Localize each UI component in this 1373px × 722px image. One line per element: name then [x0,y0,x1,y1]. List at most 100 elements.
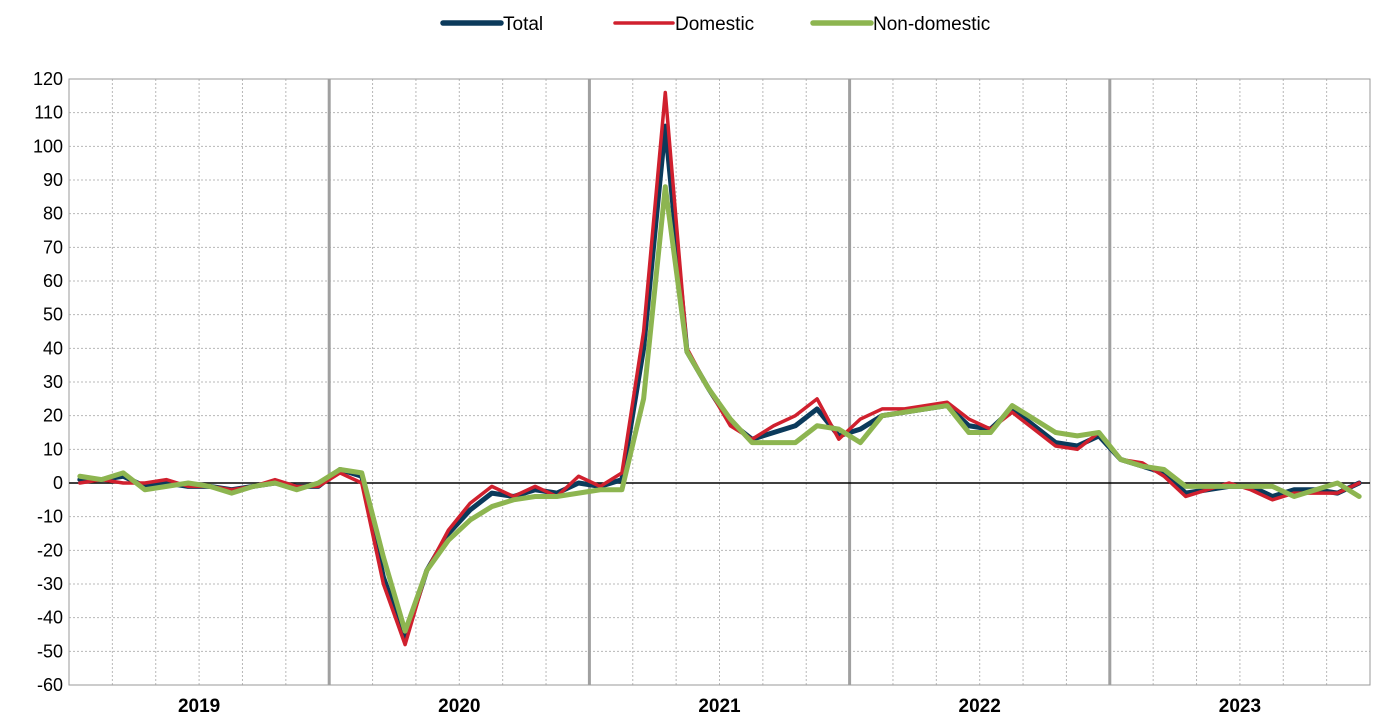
year-gridlines [327,79,1112,685]
data-point [1076,435,1078,437]
data-point [1206,485,1208,487]
x-tick-label: 2020 [438,696,480,717]
data-point [664,91,666,93]
data-point [1163,472,1165,474]
data-point [708,388,710,390]
data-point [1293,492,1295,494]
data-point [1250,485,1252,487]
data-point [1271,499,1273,501]
data-point [903,408,905,410]
data-point [382,583,384,585]
data-point [924,405,926,407]
data-point [643,398,645,400]
data-point [79,482,81,484]
data-point [664,125,666,127]
data-point [166,479,168,481]
data-point [686,351,688,353]
data-point [1033,418,1035,420]
legend-item-non-domestic: Non-domestic [810,14,990,35]
data-point [382,576,384,578]
data-point [79,475,81,477]
data-point [859,442,861,444]
data-point [816,398,818,400]
data-point [296,485,298,487]
x-tick-label: 2019 [178,696,220,717]
x-tick-label: 2022 [959,696,1001,717]
data-point [773,432,775,434]
y-tick-label: 100 [33,136,63,156]
data-point [1011,405,1013,407]
y-tick-label: -30 [37,574,63,594]
data-point [816,425,818,427]
data-point [1315,489,1317,491]
data-point [838,438,840,440]
data-point [1293,489,1295,491]
data-point [144,482,146,484]
data-point [144,489,146,491]
data-point [1011,408,1013,410]
data-point [447,529,449,531]
data-point [816,408,818,410]
data-point [274,479,276,481]
x-axis-year-labels: 2019 2020 2021 2022 2023 [178,696,1261,717]
data-point [361,472,363,474]
data-point [187,482,189,484]
data-point [1206,489,1208,491]
y-tick-label: 90 [43,170,63,190]
data-point [1033,425,1035,427]
data-point [79,479,81,481]
data-point [751,442,753,444]
data-point [599,485,601,487]
data-point [1358,482,1360,484]
data-point [404,630,406,632]
data-point [1185,492,1187,494]
data-point [794,415,796,417]
y-tick-label: 0 [53,473,63,493]
data-point [534,495,536,497]
data-point [187,485,189,487]
data-point [1185,485,1187,487]
data-point [621,479,623,481]
y-tick-label: 60 [43,271,63,291]
data-point [231,489,233,491]
data-point [838,428,840,430]
y-tick-label: 70 [43,237,63,257]
y-tick-label: -20 [37,540,63,560]
data-point [794,442,796,444]
data-point [729,425,731,427]
y-tick-label: -50 [37,641,63,661]
data-point [339,469,341,471]
data-point [1098,435,1100,437]
data-point [1055,432,1057,434]
data-point [361,482,363,484]
data-point [990,432,992,434]
legend: Total Domestic Non-domestic [440,14,990,35]
data-point [166,485,168,487]
legend-item-total: Total [440,14,543,35]
data-point [1163,475,1165,477]
data-point [578,492,580,494]
data-point [578,482,580,484]
data-point [990,428,992,430]
data-point [296,489,298,491]
y-tick-label: 40 [43,338,63,358]
data-point [469,519,471,521]
series-line-total [77,123,1362,641]
data-point [1098,432,1100,434]
data-point [144,485,146,487]
y-tick-label: 120 [33,69,63,89]
data-point [447,539,449,541]
data-point [946,405,948,407]
plot-border [68,78,1371,686]
x-tick-label: 2023 [1219,696,1261,717]
y-tick-label: 80 [43,204,63,224]
data-point [491,485,493,487]
data-point [252,485,254,487]
data-point [361,475,363,477]
y-tick-label: 30 [43,372,63,392]
data-point [903,411,905,413]
data-point [751,438,753,440]
y-tick-label: 10 [43,439,63,459]
legend-item-domestic: Domestic [613,14,754,35]
data-point [1315,492,1317,494]
